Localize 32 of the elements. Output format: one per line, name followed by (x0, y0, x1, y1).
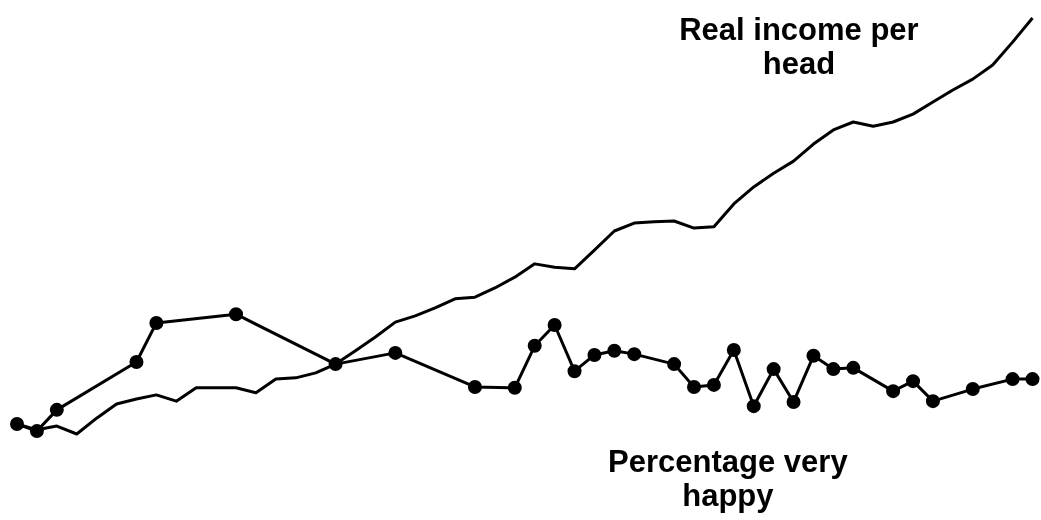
point (149, 315, 164, 330)
point (49, 402, 64, 417)
point (766, 362, 781, 377)
point (10, 417, 24, 432)
series-label: Real income per head (679, 12, 919, 81)
point (687, 379, 701, 394)
point (906, 374, 921, 389)
point (746, 399, 761, 414)
point (567, 364, 582, 379)
text: Percentage very happy (608, 444, 849, 513)
point (806, 348, 821, 363)
point (507, 380, 522, 395)
point (965, 382, 980, 397)
point (826, 362, 841, 377)
point (925, 394, 940, 409)
point (726, 342, 741, 357)
point (1005, 372, 1020, 387)
point (388, 345, 403, 360)
point (229, 307, 244, 322)
point (607, 343, 622, 358)
point (846, 360, 861, 375)
point (527, 338, 542, 353)
point (886, 384, 901, 399)
point (129, 355, 144, 370)
point (547, 318, 562, 333)
point (667, 357, 682, 372)
point (467, 379, 482, 394)
point (1025, 372, 1040, 387)
point (786, 394, 801, 409)
point (587, 347, 602, 362)
point (627, 347, 642, 362)
point (706, 377, 721, 392)
